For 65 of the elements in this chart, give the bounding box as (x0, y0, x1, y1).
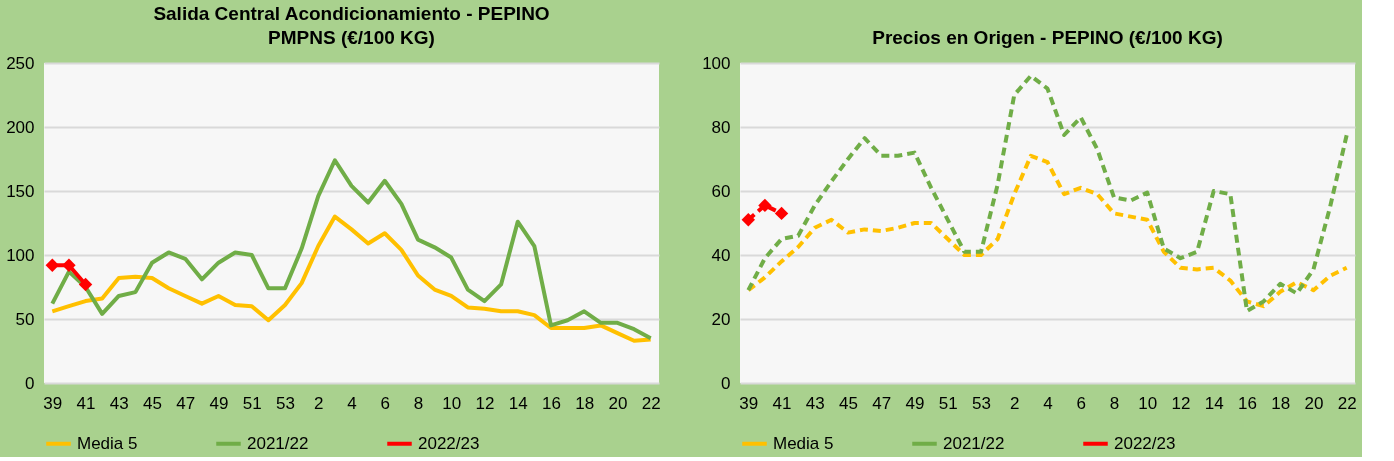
line-series (746, 153, 1349, 309)
x-tick-label: 53 (276, 393, 295, 413)
y-tick-label: 80 (711, 117, 731, 137)
x-tick-label: 14 (1204, 393, 1224, 413)
x-tick-label: 16 (542, 393, 561, 413)
x-tick-label: 43 (109, 393, 129, 413)
x-tick-label: 45 (839, 393, 858, 413)
x-tick-label: 43 (805, 393, 825, 413)
y-tick-label: 250 (6, 53, 35, 73)
line-series (50, 214, 653, 343)
x-tick-label: 8 (1109, 393, 1120, 413)
x-tick-label: 49 (209, 393, 229, 413)
y-tick-label: 40 (711, 245, 731, 265)
x-tick-label: 45 (143, 393, 162, 413)
x-tick-label: 41 (772, 393, 792, 413)
x-tick-label: 51 (938, 393, 958, 413)
x-tick-label: 4 (347, 393, 357, 413)
y-tick-label: 60 (711, 181, 731, 201)
point (741, 213, 756, 227)
x-tick-label: 18 (1271, 393, 1291, 413)
y-tick-label: 50 (15, 309, 35, 329)
y-tick-label: 0 (721, 373, 731, 393)
legend-label: 2022/23 (1114, 433, 1176, 453)
y-tick-label: 150 (6, 181, 35, 201)
y-tick-label: 0 (25, 373, 35, 393)
x-tick-label: 6 (1076, 393, 1086, 413)
x-tick-label: 4 (1043, 393, 1053, 413)
x-tick-label: 39 (739, 393, 759, 413)
legend-label: 2022/23 (418, 433, 480, 453)
x-tick-label: 2 (314, 393, 324, 413)
x-tick-label: 49 (905, 393, 925, 413)
line-series (50, 158, 653, 341)
x-tick-label: 53 (972, 393, 991, 413)
x-tick-label: 22 (1337, 393, 1357, 413)
x-tick-label: 18 (575, 393, 595, 413)
legend-label: Media 5 (773, 433, 834, 453)
x-tick-label: 20 (1304, 393, 1324, 413)
chart-title: Salida Central Acondicionamiento - PEPINO PMPNS (€/100 KG) (153, 3, 550, 48)
legend-label: Media 5 (77, 433, 138, 453)
chart-title: Precios en Origen - PEPINO (€/100 KG) (872, 27, 1223, 48)
line-series (746, 73, 1349, 313)
x-tick-label: 22 (641, 393, 661, 413)
x-tick-label: 8 (413, 393, 424, 413)
x-tick-label: 47 (872, 393, 892, 413)
x-tick-label: 12 (475, 393, 495, 413)
point (758, 198, 772, 213)
x-tick-label: 47 (176, 393, 196, 413)
x-tick-label: 10 (1138, 393, 1158, 413)
x-tick-label: 39 (43, 393, 63, 413)
x-tick-label: 51 (242, 393, 262, 413)
point (774, 206, 789, 221)
y-tick-label: 20 (711, 309, 731, 329)
x-tick-label: 41 (76, 393, 96, 413)
x-tick-label: 6 (380, 393, 390, 413)
y-tick-label: 200 (6, 117, 35, 137)
x-tick-label: 16 (1238, 393, 1257, 413)
legend-label: 2021/22 (943, 433, 1005, 453)
legend-label: 2021/22 (247, 433, 309, 453)
y-tick-label: 100 (6, 245, 35, 265)
x-tick-label: 12 (1171, 393, 1191, 413)
x-tick-label: 10 (442, 393, 462, 413)
x-tick-label: 20 (608, 393, 628, 413)
x-tick-label: 2 (1010, 393, 1020, 413)
x-tick-label: 14 (508, 393, 528, 413)
y-tick-label: 100 (702, 53, 731, 73)
